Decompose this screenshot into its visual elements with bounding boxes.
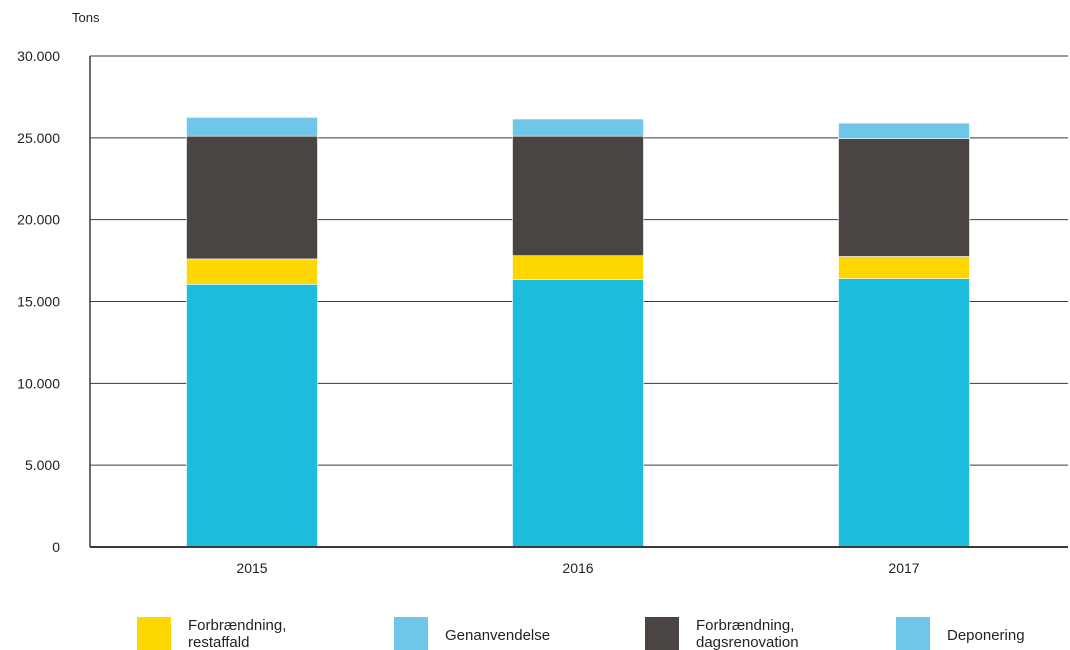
- bar-segment: [186, 258, 318, 285]
- bar-segment: [838, 122, 970, 139]
- unit-label: Tons: [72, 10, 100, 25]
- y-tick-labels: 0 5.000 10.000 15.000 20.000 25.000 30.000: [17, 48, 60, 555]
- bar-segment: [512, 255, 644, 280]
- x-tick-label: 2015: [236, 560, 267, 576]
- bar-segment: [838, 138, 970, 257]
- legend-label: Genanvendelse: [445, 627, 550, 644]
- legend-label: Deponering: [947, 627, 1025, 644]
- y-tick-label: 0: [52, 539, 60, 555]
- x-tick-label: 2016: [562, 560, 593, 576]
- y-tick-label: 10.000: [17, 375, 60, 391]
- bar-segment: [186, 284, 318, 548]
- bar-segment: [186, 117, 318, 137]
- legend-swatch: [137, 617, 171, 650]
- y-tick-label: 5.000: [25, 457, 60, 473]
- bar-segment: [838, 278, 970, 548]
- bar-segment: [186, 135, 318, 260]
- bars: [186, 117, 970, 548]
- legend-item: Genanvendelse: [394, 617, 550, 650]
- bar-segment: [512, 118, 644, 137]
- bar-segment: [512, 279, 644, 548]
- legend-label: restaffald: [188, 634, 249, 650]
- legend-label: Forbrændning,: [696, 617, 794, 634]
- legend-label: Forbrændning,: [188, 617, 286, 634]
- bar-segment: [838, 256, 970, 279]
- legend-item: Deponering: [896, 617, 1025, 650]
- y-tick-label: 20.000: [17, 212, 60, 228]
- y-tick-label: 15.000: [17, 294, 60, 310]
- legend: Forbrændning,restaffald GenanvendelseForb…: [137, 617, 1025, 650]
- legend-item: Forbrændning,dagsrenovation: [645, 617, 799, 650]
- x-tick-label: 2017: [888, 560, 919, 576]
- x-tick-labels: 2015 2016 2017: [236, 560, 919, 576]
- y-tick-label: 30.000: [17, 48, 60, 64]
- legend-swatch: [645, 617, 679, 650]
- legend-swatch: [896, 617, 930, 650]
- legend-swatch: [394, 617, 428, 650]
- y-tick-label: 25.000: [17, 130, 60, 146]
- axes: [89, 56, 1068, 548]
- legend-item: Forbrændning,restaffald: [137, 617, 286, 650]
- legend-label: dagsrenovation: [696, 634, 799, 650]
- bar-segment: [512, 135, 644, 256]
